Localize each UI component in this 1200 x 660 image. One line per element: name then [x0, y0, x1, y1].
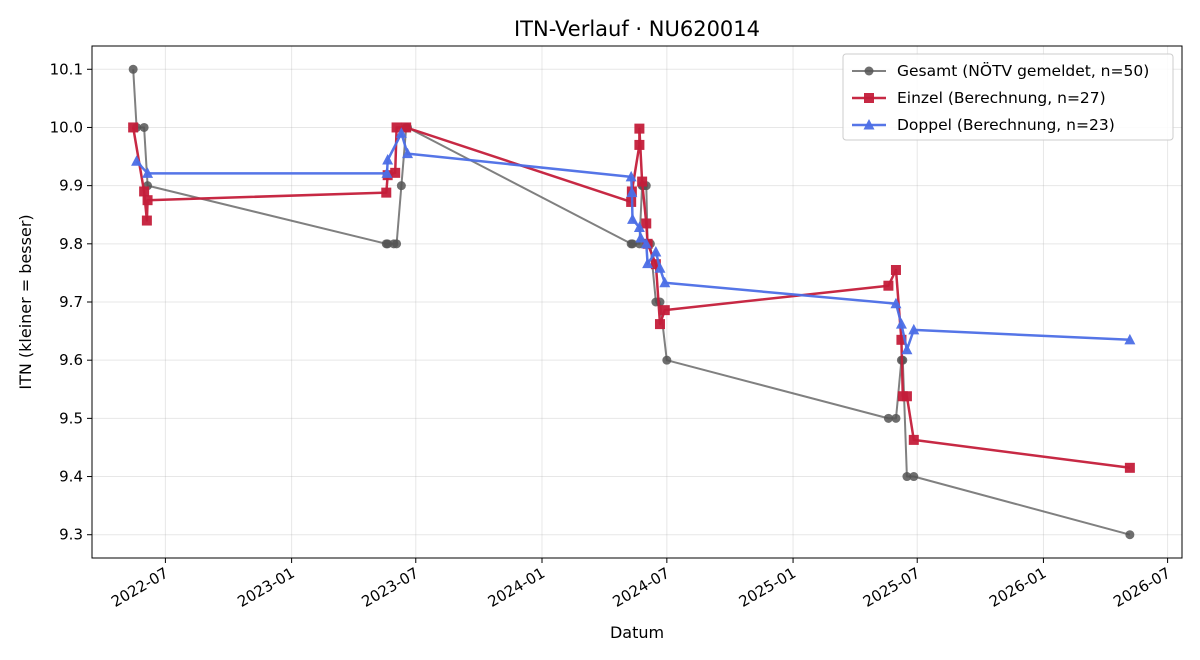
- data-point-einzel: [890, 265, 901, 275]
- chart-title: ITN-Verlauf · NU620014: [514, 17, 760, 41]
- data-point-doppel: [901, 343, 913, 355]
- x-tick-label: 2022-07: [108, 564, 171, 611]
- data-point-einzel: [650, 259, 661, 270]
- x-tick-label: 2024-07: [610, 564, 673, 611]
- data-point-einzel: [634, 139, 645, 150]
- data-point-doppel: [635, 232, 647, 243]
- data-point-gesamt: [139, 122, 149, 132]
- y-tick-label: 10.0: [50, 118, 83, 136]
- data-point-gesamt: [1125, 530, 1135, 540]
- data-point-doppel: [382, 154, 394, 165]
- data-point-einzel: [637, 176, 648, 187]
- data-point-einzel: [896, 334, 907, 345]
- y-tick-label: 9.4: [59, 468, 83, 486]
- x-tick-label: 2023-01: [234, 564, 297, 611]
- data-point-doppel: [640, 237, 652, 249]
- data-point-gesamt: [883, 413, 893, 423]
- data-point-einzel: [634, 123, 645, 134]
- x-tick-label: 2026-07: [1110, 564, 1173, 611]
- data-point-doppel: [395, 127, 407, 138]
- x-tick-label: 2024-01: [485, 564, 548, 611]
- data-point-gesamt: [383, 239, 393, 249]
- legend-label: Einzel (Berechnung, n=27): [897, 89, 1106, 107]
- series-doppel: [131, 127, 1136, 355]
- data-point-doppel: [659, 276, 671, 288]
- y-tick-label: 9.5: [59, 409, 83, 427]
- data-point-einzel: [901, 391, 912, 402]
- data-point-gesamt: [662, 355, 672, 365]
- data-point-gesamt: [891, 413, 901, 423]
- data-point-einzel: [401, 122, 412, 133]
- data-point-doppel: [131, 155, 143, 166]
- data-point-einzel: [381, 187, 392, 198]
- axes: 9.3 9.4 9.5 9.6 9.7 9.8 9.9 10.0 10.1 2022-07 2023…: [50, 60, 1174, 611]
- data-point-doppel: [625, 170, 637, 182]
- y-tick-label: 9.8: [59, 235, 83, 253]
- x-tick-label: 2023-07: [358, 564, 421, 611]
- data-point-gesamt: [909, 472, 919, 482]
- data-point-gesamt: [902, 472, 912, 482]
- legend-item-doppel[interactable]: Doppel (Berechnung, n=23): [852, 116, 1115, 134]
- x-tick-label: 2025-01: [736, 564, 799, 611]
- data-point-gesamt: [128, 64, 138, 74]
- data-point-doppel: [642, 257, 654, 269]
- y-tick-label: 9.7: [59, 293, 83, 311]
- data-point-doppel: [895, 318, 907, 329]
- data-point-einzel: [128, 122, 139, 133]
- data-point-doppel: [626, 186, 638, 198]
- data-point-gesamt: [396, 181, 406, 191]
- series-layer: [128, 64, 1136, 540]
- legend-label: Doppel (Berechnung, n=23): [897, 116, 1115, 134]
- x-tick-label: 2026-01: [986, 564, 1049, 611]
- y-tick-label: 9.3: [59, 526, 83, 544]
- data-point-doppel: [654, 262, 666, 273]
- data-point-doppel: [381, 167, 393, 178]
- legend-marker: [864, 93, 874, 103]
- data-point-einzel: [641, 218, 652, 229]
- legend-item-gesamt[interactable]: Gesamt (NÖTV gemeldet, n=50): [852, 61, 1149, 80]
- data-point-einzel: [654, 319, 665, 330]
- data-point-doppel: [627, 213, 639, 224]
- data-point-einzel: [908, 434, 919, 445]
- y-tick-label: 10.1: [50, 60, 83, 78]
- data-point-einzel: [1124, 462, 1135, 473]
- legend-label: Gesamt (NÖTV gemeldet, n=50): [897, 61, 1149, 80]
- data-point-einzel: [390, 167, 401, 178]
- x-tick-label: 2025-07: [860, 564, 923, 611]
- data-point-einzel: [142, 195, 153, 206]
- data-point-einzel: [883, 280, 894, 291]
- x-axis-label: Datum: [610, 623, 664, 642]
- data-point-doppel: [402, 147, 414, 159]
- data-point-einzel: [139, 186, 150, 197]
- y-axis-label: ITN (kleiner = besser): [16, 214, 35, 389]
- data-point-einzel: [141, 215, 152, 226]
- legend-marker: [863, 119, 875, 130]
- data-point-doppel: [650, 245, 662, 257]
- data-point-gesamt: [628, 239, 638, 249]
- legend-marker: [864, 66, 874, 76]
- data-point-doppel: [908, 323, 920, 335]
- data-point-einzel: [391, 122, 402, 133]
- data-point-doppel: [633, 221, 645, 233]
- legend[interactable]: Gesamt (NÖTV gemeldet, n=50) Einzel (Bere…: [842, 53, 1174, 141]
- data-point-doppel: [890, 297, 902, 309]
- y-tick-label: 9.9: [59, 177, 83, 195]
- data-point-gesamt: [392, 239, 402, 249]
- legend-box: [842, 53, 1174, 141]
- data-point-doppel: [1124, 333, 1136, 345]
- data-point-einzel: [659, 305, 670, 316]
- legend-item-einzel[interactable]: Einzel (Berechnung, n=27): [852, 89, 1106, 107]
- y-tick-label: 9.6: [59, 351, 83, 369]
- data-point-doppel: [142, 167, 154, 178]
